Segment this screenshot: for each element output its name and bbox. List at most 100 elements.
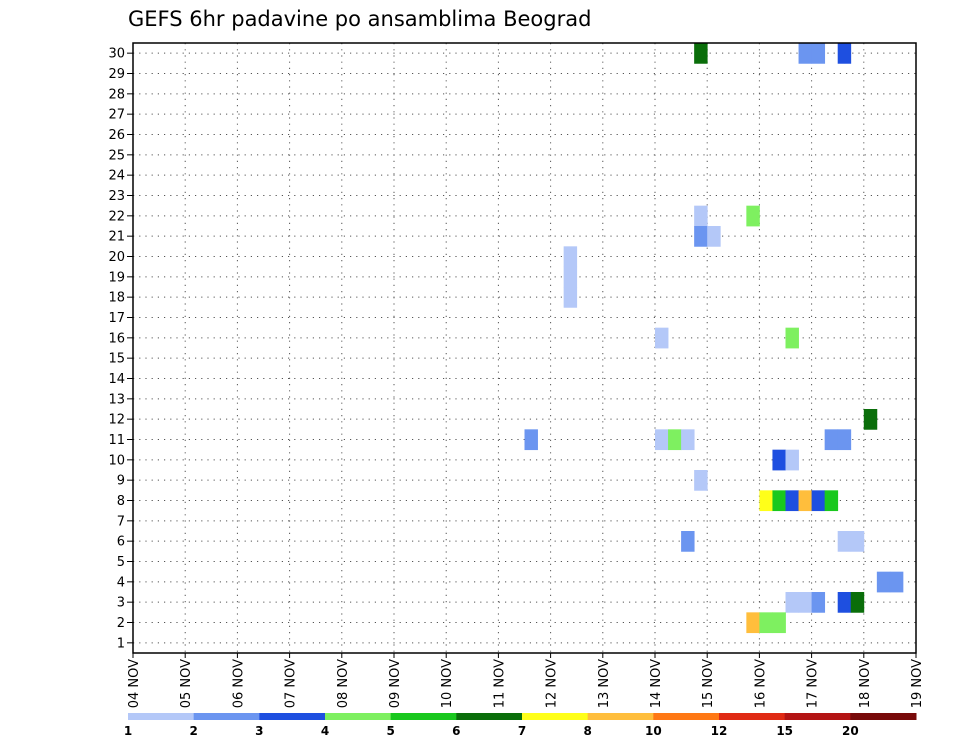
data-cell	[876, 571, 891, 593]
x-tick-label: 13 NOV	[597, 659, 612, 708]
data-cell	[563, 266, 578, 288]
y-tick-label: 15	[108, 352, 125, 367]
y-tick-label: 9	[117, 474, 125, 489]
legend-label: 5	[386, 724, 394, 738]
y-tick-label: 5	[117, 555, 125, 570]
legend-swatch	[784, 713, 851, 720]
legend-label: 3	[255, 724, 263, 738]
data-cell	[772, 449, 786, 471]
grid	[132, 43, 917, 653]
legend-swatch	[653, 713, 720, 720]
data-cell	[681, 429, 695, 451]
data-cell	[681, 531, 695, 552]
legend-label: 1	[124, 724, 132, 738]
data-cell	[707, 226, 721, 247]
y-tick-label: 11	[108, 433, 125, 448]
plot-frame	[132, 42, 917, 654]
data-cell	[785, 327, 799, 349]
x-tick-label: 04 NOV	[127, 659, 142, 708]
data-cell	[889, 571, 904, 593]
data-cell	[694, 470, 708, 491]
y-tick-label: 6	[117, 535, 125, 550]
y-tick-label: 27	[108, 108, 125, 123]
x-tick-label: 16 NOV	[753, 659, 768, 708]
data-cell	[563, 287, 578, 308]
cells	[524, 43, 904, 634]
y-tick-label: 25	[108, 148, 125, 163]
legend-label: 7	[518, 724, 526, 738]
legend-swatch	[522, 713, 589, 720]
data-cell	[785, 449, 799, 471]
y-tick-label: 29	[108, 67, 125, 82]
data-cell	[524, 429, 538, 451]
y-tick-label: 24	[108, 169, 125, 184]
chart-title: GEFS 6hr padavine po ansamblima Beograd	[128, 7, 591, 31]
y-tick-label: 12	[108, 413, 125, 428]
legend-swatch	[259, 713, 326, 720]
legend-label: 6	[452, 724, 460, 738]
x-tick-label: 18 NOV	[858, 659, 873, 708]
y-tick-label: 8	[117, 494, 125, 509]
data-cell	[850, 531, 865, 552]
x-tick-label: 06 NOV	[231, 659, 246, 708]
legend-swatch	[390, 713, 457, 720]
y-tick-label: 4	[117, 575, 125, 590]
x-tick-label: 17 NOV	[806, 659, 821, 708]
legend-label: 4	[321, 724, 329, 738]
y-tick-label: 1	[117, 636, 125, 651]
x-tick-label: 10 NOV	[440, 659, 455, 708]
data-cell	[694, 205, 708, 227]
color-legend: 1 2 3 4 5 6 7 8 10 12 15 20	[124, 713, 917, 738]
data-cell	[837, 592, 852, 613]
legend-swatch	[850, 713, 917, 720]
legend-swatch	[128, 713, 195, 720]
y-tick-label: 21	[108, 230, 125, 245]
y-tick-label: 26	[108, 128, 125, 143]
legend-swatch	[587, 713, 654, 720]
x-tick-label: 12 NOV	[545, 659, 560, 708]
data-cell	[785, 490, 799, 512]
data-cell	[694, 226, 708, 247]
x-tick-label: 11 NOV	[492, 659, 507, 708]
data-cell	[837, 531, 852, 552]
y-tick-label: 30	[108, 47, 125, 62]
data-cell	[798, 43, 812, 64]
y-tick-label: 20	[108, 250, 125, 265]
data-cell	[811, 592, 826, 613]
data-cell	[759, 612, 773, 634]
y-tick-label: 28	[108, 87, 125, 102]
data-cell	[655, 327, 669, 349]
data-cell	[837, 43, 852, 64]
x-tick-label: 05 NOV	[179, 659, 194, 708]
legend-swatch	[456, 713, 523, 720]
legend-swatch	[719, 713, 786, 720]
data-cell	[785, 592, 799, 613]
x-tick-label: 15 NOV	[701, 659, 716, 708]
legend-label: 8	[583, 724, 591, 738]
legend-label: 10	[645, 724, 662, 738]
data-cell	[694, 43, 708, 64]
x-axis: 04 NOV 05 NOV 06 NOV 07 NOV 08 NOV 09 NOV 10 N…	[127, 653, 925, 708]
y-axis: 1234567891011121314151617181920212223242…	[108, 47, 133, 651]
data-cell	[824, 429, 839, 451]
y-tick-label: 19	[108, 270, 125, 285]
y-tick-label: 14	[108, 372, 125, 387]
y-tick-label: 18	[108, 291, 125, 306]
legend-swatch	[193, 713, 260, 720]
legend-label: 15	[776, 724, 793, 738]
y-tick-label: 2	[117, 616, 125, 631]
data-cell	[811, 43, 826, 64]
y-tick-label: 16	[108, 331, 125, 346]
y-tick-label: 7	[117, 514, 125, 529]
data-cell	[746, 205, 760, 227]
y-tick-label: 22	[108, 209, 125, 224]
x-tick-label: 14 NOV	[649, 659, 664, 708]
data-cell	[759, 490, 773, 512]
data-cell	[563, 246, 578, 268]
legend-label: 20	[842, 724, 859, 738]
data-cell	[824, 490, 839, 512]
data-cell	[837, 429, 852, 451]
y-tick-label: 17	[108, 311, 125, 326]
data-cell	[655, 429, 669, 451]
